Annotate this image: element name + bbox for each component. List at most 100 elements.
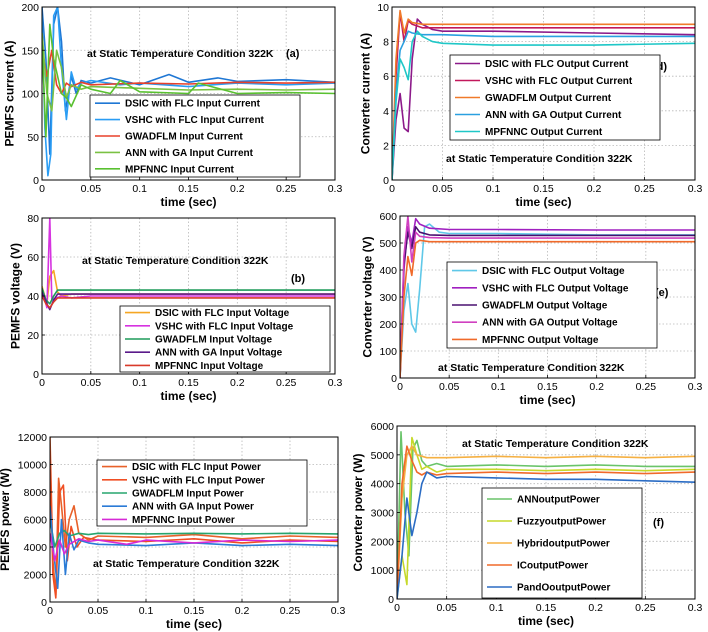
series-line <box>392 18 695 180</box>
legend-entry: MPFNNC Input Voltage <box>155 361 264 372</box>
y-tick-label: 0 <box>391 373 397 385</box>
x-axis-label: time (sec) <box>519 393 575 407</box>
x-tick-label: 0.2 <box>235 605 250 617</box>
legend-entry: HybridoutputPower <box>517 539 610 550</box>
series-group <box>397 430 695 599</box>
x-tick-label: 0.05 <box>439 381 460 393</box>
legend-box <box>119 305 331 373</box>
chart-annotation: at Static Temperature Condition 322K <box>93 558 280 570</box>
legend-entry: VSHC with FLC Input Power <box>132 475 265 486</box>
legend: DSIC with FLC Output Current VSHC with FL… <box>449 54 661 141</box>
chart-panel: 0 0.05 0.1 0.15 0.2 0.25 0.3 0 100 200 300 400 500 60… <box>360 211 702 407</box>
x-tick-label: 0 <box>47 605 53 617</box>
legend: DSIC with FLC Input Current VSHC with FLC… <box>89 94 301 178</box>
x-tick-label: 0.15 <box>184 605 205 617</box>
x-tick-label: 0.1 <box>486 183 501 195</box>
series-group <box>42 7 335 177</box>
legend-entry: ANN with GA Input Current <box>125 148 254 159</box>
legend-entry: VSHC with FLC Input Current <box>125 115 265 126</box>
x-axis-label: time (sec) <box>160 195 216 209</box>
y-tick-label: 40 <box>27 291 39 303</box>
series-line <box>397 471 695 599</box>
y-tick-label: 0 <box>41 597 47 609</box>
series-line <box>400 226 695 378</box>
x-tick-label: 0 <box>389 183 395 195</box>
y-tick-label: 100 <box>379 346 397 358</box>
y-tick-label: 0 <box>388 594 394 606</box>
chart-annotation: at Static Temperature Condition 322K <box>87 48 274 60</box>
series-group <box>400 216 695 378</box>
x-tick-label: 0.15 <box>536 602 557 614</box>
x-tick-label: 0.15 <box>537 381 558 393</box>
x-tick-label: 0.25 <box>635 602 656 614</box>
x-axis-label: time (sec) <box>160 389 216 403</box>
x-tick-label: 0.1 <box>139 605 154 617</box>
legend-entry: DSIC with FLC Output Voltage <box>482 266 625 277</box>
y-tick-label: 10000 <box>18 460 47 472</box>
legend-entry: VSHC with FLC Input Voltage <box>155 321 294 332</box>
x-tick-label: 0.2 <box>230 183 245 195</box>
x-tick-label: 0.15 <box>533 183 554 195</box>
legend-entry: ANN with GA Input Voltage <box>155 348 283 359</box>
legend: ANNoutputPower FuzzyoutputPower Hybridoutp… <box>481 487 643 599</box>
y-tick-label: 5000 <box>371 450 395 462</box>
y-tick-label: 2 <box>383 140 389 152</box>
y-tick-label: 6 <box>383 71 389 83</box>
x-tick-label: 0.2 <box>589 381 604 393</box>
y-tick-label: 20 <box>27 330 39 342</box>
x-tick-label: 0.3 <box>688 602 703 614</box>
legend-entry: ANN with GA Output Current <box>485 110 622 121</box>
x-axis-label: time (sec) <box>166 617 222 631</box>
y-tick-label: 4000 <box>24 542 48 554</box>
y-tick-label: 500 <box>379 238 397 250</box>
y-tick-label: 150 <box>21 45 39 57</box>
y-tick-label: 10 <box>377 2 389 14</box>
y-tick-label: 1000 <box>371 565 395 577</box>
chart-panel: 0 0.05 0.1 0.15 0.2 0.25 0.3 0 50 100 150 200 time (… <box>2 2 342 209</box>
y-tick-label: 200 <box>379 319 397 331</box>
y-tick-label: 2000 <box>371 536 395 548</box>
series-line <box>392 30 695 180</box>
legend-entry: VSHC with FLC Output Voltage <box>482 283 629 294</box>
y-tick-label: 12000 <box>18 432 47 444</box>
chart-annotation: at Static Temperature Condition 322K <box>446 153 633 165</box>
legend-entry: FuzzyoutputPower <box>517 517 606 528</box>
x-tick-label: 0.1 <box>132 377 147 389</box>
x-tick-label: 0.2 <box>587 183 602 195</box>
series-line <box>400 239 695 378</box>
x-axis-label: time (sec) <box>518 614 574 628</box>
legend: DSIC with FLC Input Power VSHC with FLC I… <box>96 459 308 527</box>
chart-annotation: at Static Temperature Condition 322K <box>462 438 649 450</box>
x-tick-label: 0.1 <box>491 381 506 393</box>
legend-entry: GWADFLM Input Voltage <box>155 335 272 346</box>
series-line <box>400 216 695 378</box>
legend-entry: MPFNNC Input Power <box>132 515 235 526</box>
legend-entry: MPFNNC Output Voltage <box>482 335 599 346</box>
series-group <box>42 218 335 311</box>
y-axis-label: PEMFS current (A) <box>2 40 16 146</box>
legend-box <box>96 459 308 527</box>
series-line <box>397 445 695 599</box>
x-tick-label: 0.2 <box>230 377 245 389</box>
legend-entry: ANN with GA Input Power <box>132 502 254 513</box>
series-line <box>50 519 338 548</box>
legend-entry: ICoutputPower <box>517 561 588 572</box>
y-axis-label: Converter voltage (V) <box>360 236 374 357</box>
legend-entry: GWADFLM Input Current <box>125 132 243 143</box>
legend-entry: GWADFLM Output Voltage <box>482 301 608 312</box>
panel-tag: (b) <box>291 273 305 285</box>
y-tick-label: 80 <box>27 213 39 225</box>
y-tick-label: 6000 <box>24 515 48 527</box>
y-tick-label: 400 <box>379 265 397 277</box>
chart-annotation: at Static Temperature Condition 322K <box>438 362 625 374</box>
x-tick-label: 0.2 <box>588 602 603 614</box>
x-tick-label: 0.3 <box>688 381 703 393</box>
chart-annotation: at Static Temperature Condition 322K <box>82 255 269 267</box>
panel-tag: (e) <box>655 287 669 299</box>
series-group <box>392 9 695 180</box>
chart-panel: 0 0.05 0.1 0.15 0.2 0.25 0.3 0 2 4 6 8 10 time (sec) C… <box>359 2 703 209</box>
series-line <box>42 295 335 309</box>
x-tick-label: 0.05 <box>432 183 453 195</box>
y-tick-label: 100 <box>21 89 39 101</box>
